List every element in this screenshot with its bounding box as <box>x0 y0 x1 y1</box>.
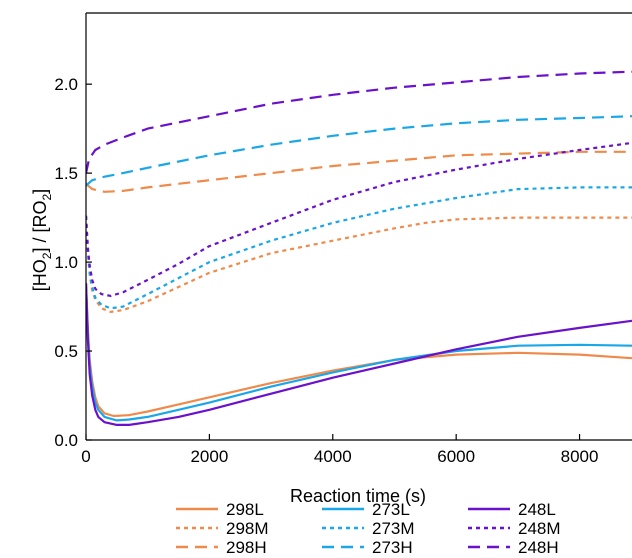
series-line-248L <box>86 283 632 426</box>
x-tick-label: 8000 <box>561 447 599 466</box>
y-tick-label: 0.5 <box>54 342 78 361</box>
legend-label: 248M <box>518 519 561 538</box>
series-line-273L <box>86 283 632 422</box>
series-line-298H <box>86 150 632 193</box>
legend-label: 298H <box>226 538 267 557</box>
legend-label: 273L <box>372 500 410 519</box>
series-line-273H <box>86 115 632 187</box>
series-line-298M <box>86 215 632 313</box>
legend-label: 298L <box>226 500 264 519</box>
legend-item-273M: 273M <box>322 519 415 538</box>
x-tick-label: 0 <box>81 447 90 466</box>
legend-item-248L: 248L <box>468 500 556 519</box>
series-line-273M <box>86 186 632 310</box>
x-axis-label: Reaction time (s) <box>290 486 426 506</box>
legend-item-248M: 248M <box>468 519 561 538</box>
legend-label: 248L <box>518 500 556 519</box>
y-axis-label: [HO2] / [RO2] <box>30 189 54 291</box>
x-tick-label: 6000 <box>437 447 475 466</box>
series-line-248M <box>86 141 632 297</box>
y-tick-label: 2.0 <box>54 75 78 94</box>
plot-lines <box>86 70 632 426</box>
y-tick-label: 1.5 <box>54 164 78 183</box>
legend-item-248H: 248H <box>468 538 559 557</box>
y-tick-label: 0.0 <box>54 431 78 450</box>
legend-item-298H: 298H <box>176 538 267 557</box>
legend-label: 273M <box>372 519 415 538</box>
legend-item-273L: 273L <box>322 500 410 519</box>
series-line-248H <box>86 70 632 174</box>
legend-label: 248H <box>518 538 559 557</box>
x-tick-label: 4000 <box>314 447 352 466</box>
legend-label: 273H <box>372 538 413 557</box>
legend-label: 298M <box>226 519 269 538</box>
y-tick-label: 1.0 <box>54 253 78 272</box>
legend-item-298L: 298L <box>176 500 264 519</box>
legend-item-273H: 273H <box>322 538 413 557</box>
x-tick-label: 2000 <box>190 447 228 466</box>
legend-item-298M: 298M <box>176 519 269 538</box>
axes: 0 2000 4000 6000 8000 0.0 0.5 1.0 1.5 2.0 <box>54 12 632 466</box>
series-line-298L <box>86 283 632 418</box>
